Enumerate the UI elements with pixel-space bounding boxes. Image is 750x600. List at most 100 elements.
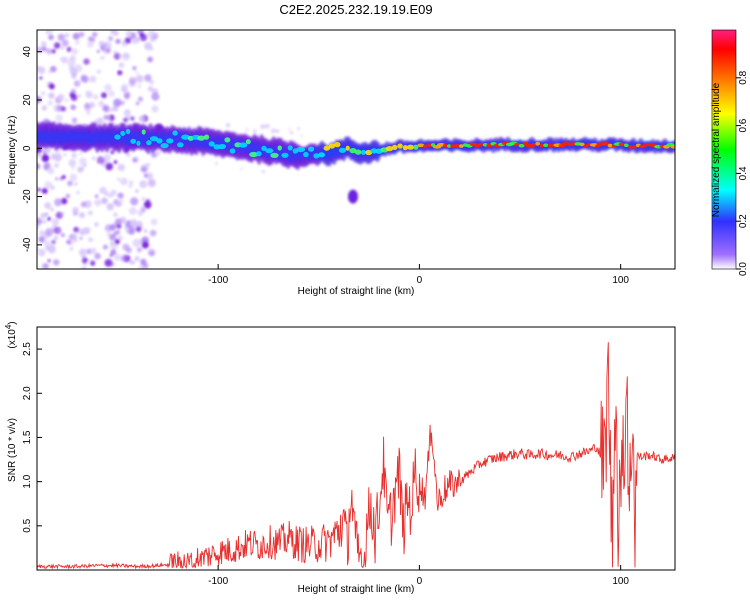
noise-dot [37,153,42,158]
colorbar-tick-label: 0.0 [738,262,749,276]
spectrogram-frame [36,29,676,270]
ridge-core-blob [270,152,279,158]
noise-dot [151,105,159,113]
snr-y-label: SNR (10 * v/v) [7,418,18,482]
noise-dot [99,186,107,195]
noise-dot [260,124,266,130]
colorbar-tick-label: 0.4 [738,166,749,180]
noise-dot [135,101,140,106]
noise-dot [141,197,146,202]
noise-dot [289,131,294,135]
ridge-core-blob [177,142,184,148]
noise-dot [37,224,40,229]
noise-dot [150,218,158,226]
ridge-core-blob [354,149,362,155]
noise-dot [110,30,118,35]
noise-dot [90,261,96,266]
snr-y-tick-label: 2.0 [22,386,33,400]
noise-dot [144,74,152,82]
spectrogram-x-axis: -100 0 100 [208,264,629,286]
noise-dot [115,218,122,226]
ridge-core-blob [670,145,675,149]
ridge-core-blob [518,143,525,148]
ridge-core-blob [166,138,174,144]
ridge-core-blob [181,134,190,140]
noise-dot [118,62,125,68]
snr-y-tick-label: 1.5 [22,430,33,444]
ridge-core-blob [385,146,394,152]
ridge-core-blob [631,145,637,149]
noise-dot [129,180,134,185]
ridge-core-blob [120,130,126,136]
noise-dot [139,180,148,189]
spectrogram-y-axis: -40 -20 0 20 40 [22,46,42,252]
noise-dot [101,92,107,99]
noise-dot [60,106,66,112]
noise-dot [47,70,52,74]
chart-title: C2E2.2025.232.19.19.E09 [279,2,432,17]
ridge-core-blob [426,143,432,147]
ridge-core-blob [446,144,452,148]
noise-dot [61,175,66,180]
noise-dot [60,46,65,50]
ridge-core-blob [413,144,419,150]
noise-dot [38,236,45,243]
noise-dot [115,200,122,207]
noise-dot [50,207,54,212]
noise-dot [73,181,78,187]
noise-dot [45,48,52,54]
noise-dot [86,227,91,232]
noise-dot [44,164,49,169]
noise-dot [66,239,72,245]
ridge-core-blob [149,136,159,142]
noise-dot [140,258,147,266]
noise-dot [106,232,111,237]
spectrogram-panel: -100 0 100 -40 -20 0 20 40 Height of straight … [7,29,676,297]
noise-dot [74,40,80,45]
noise-dot [132,66,137,71]
noise-dot [124,37,132,44]
noise-dot [139,32,144,37]
ridge-core-blob [458,144,464,148]
noise-dot [83,58,90,65]
noise-dot [105,162,113,171]
noise-dot [71,234,78,241]
ridge-core-blob [287,145,293,151]
noise-dot [128,77,137,85]
noise-dot [98,100,105,108]
noise-dot [130,116,135,121]
ridge-core-blob [141,129,146,135]
noise-dot [96,49,100,54]
noise-dot [60,212,64,216]
ridge-core-blob [208,141,215,147]
ridge-core-blob [229,148,236,154]
noise-dot [84,102,91,109]
noise-dot [120,254,128,263]
noise-dot [72,32,80,40]
colorbar-tick-label: 0.8 [738,70,749,84]
ridge-core-blob [323,145,331,151]
ridge-core-blob [539,143,544,148]
ridge-core-blob [402,145,408,151]
ridge-core-blob [172,130,178,136]
noise-dot [113,52,121,60]
noise-dot [41,105,47,111]
noise-dot [117,70,123,76]
noise-dot [64,33,70,38]
ridge-core-blob [218,143,227,150]
noise-dot [55,114,63,122]
noise-dot [49,83,55,90]
noise-dot [123,117,129,123]
ridge-core-blob [623,143,629,148]
ridge-core-blob [238,142,248,148]
ridge-core-blob [531,142,537,147]
noise-dot [145,162,151,167]
noise-dot [37,163,41,170]
noise-dot [71,152,77,159]
ridge-core-blob [197,135,206,141]
noise-dot [253,129,257,134]
noise-dot [89,102,95,108]
snr-y-tick-label: 0.5 [22,518,33,532]
noise-dot [79,212,85,219]
